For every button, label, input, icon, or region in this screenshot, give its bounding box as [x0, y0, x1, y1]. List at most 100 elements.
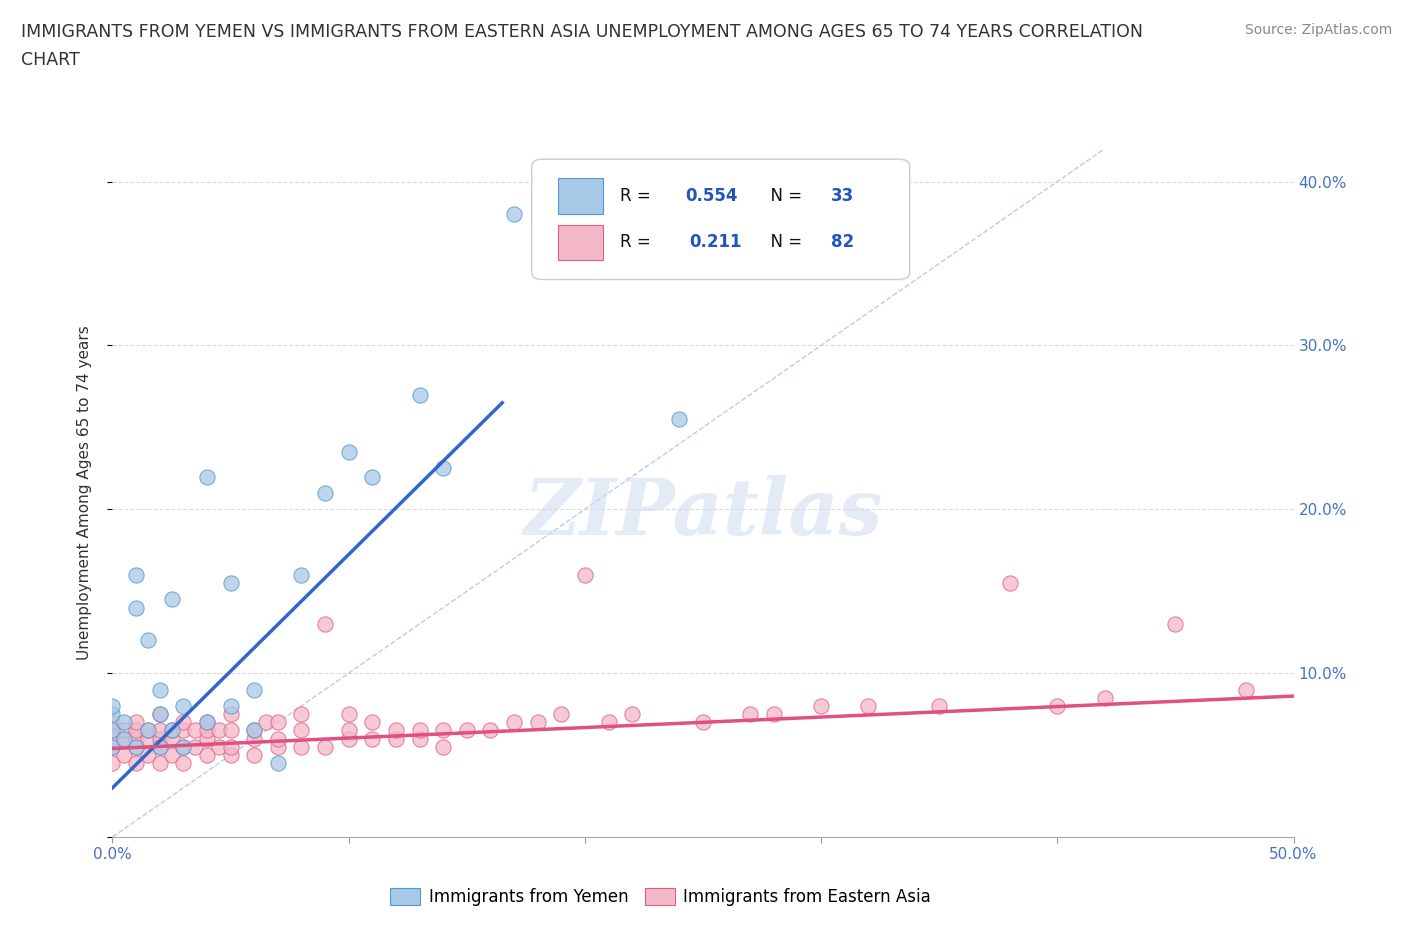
- Point: [149, 731, 172, 746]
- Point: [598, 715, 620, 730]
- Point: [184, 723, 207, 737]
- Point: [172, 756, 194, 771]
- Point: [432, 723, 454, 737]
- Point: [101, 731, 124, 746]
- Text: ZIPatlas: ZIPatlas: [523, 475, 883, 551]
- Point: [314, 485, 336, 500]
- Point: [101, 707, 124, 722]
- Point: [361, 715, 384, 730]
- Point: [149, 723, 172, 737]
- Point: [1234, 682, 1257, 697]
- Point: [172, 739, 194, 754]
- Point: [172, 723, 194, 737]
- Point: [243, 682, 266, 697]
- Point: [125, 739, 148, 754]
- Point: [254, 715, 277, 730]
- Point: [219, 748, 242, 763]
- Point: [550, 707, 572, 722]
- Point: [101, 739, 124, 754]
- Point: [125, 723, 148, 737]
- Point: [290, 567, 312, 582]
- Point: [101, 723, 124, 737]
- Text: N =: N =: [759, 187, 807, 206]
- Point: [219, 739, 242, 754]
- Point: [337, 723, 360, 737]
- Point: [101, 715, 124, 730]
- Point: [385, 723, 408, 737]
- Text: 0.211: 0.211: [689, 233, 741, 251]
- Point: [149, 707, 172, 722]
- Point: [172, 739, 194, 754]
- Point: [432, 739, 454, 754]
- Point: [195, 731, 218, 746]
- Point: [432, 461, 454, 476]
- Point: [408, 723, 430, 737]
- Point: [526, 715, 548, 730]
- Point: [172, 698, 194, 713]
- Text: IMMIGRANTS FROM YEMEN VS IMMIGRANTS FROM EASTERN ASIA UNEMPLOYMENT AMONG AGES 65: IMMIGRANTS FROM YEMEN VS IMMIGRANTS FROM…: [21, 23, 1143, 41]
- Point: [219, 723, 242, 737]
- FancyBboxPatch shape: [531, 159, 910, 280]
- Point: [740, 707, 762, 722]
- Point: [208, 739, 231, 754]
- Text: Source: ZipAtlas.com: Source: ZipAtlas.com: [1244, 23, 1392, 37]
- Text: R =: R =: [620, 233, 662, 251]
- Point: [1046, 698, 1069, 713]
- Point: [361, 469, 384, 484]
- Legend: Immigrants from Yemen, Immigrants from Eastern Asia: Immigrants from Yemen, Immigrants from E…: [384, 881, 938, 912]
- Point: [1164, 617, 1187, 631]
- Point: [408, 387, 430, 402]
- Point: [184, 739, 207, 754]
- Point: [125, 600, 148, 615]
- Point: [195, 715, 218, 730]
- Point: [136, 748, 159, 763]
- Point: [112, 748, 135, 763]
- Point: [219, 576, 242, 591]
- Point: [998, 576, 1021, 591]
- Point: [858, 698, 880, 713]
- Point: [621, 707, 644, 722]
- Point: [172, 715, 194, 730]
- Point: [361, 731, 384, 746]
- Point: [160, 723, 183, 737]
- Point: [101, 756, 124, 771]
- Point: [928, 698, 950, 713]
- Point: [219, 698, 242, 713]
- Point: [195, 469, 218, 484]
- Point: [112, 723, 135, 737]
- Point: [101, 723, 124, 737]
- Point: [243, 731, 266, 746]
- Point: [290, 739, 312, 754]
- Y-axis label: Unemployment Among Ages 65 to 74 years: Unemployment Among Ages 65 to 74 years: [77, 326, 91, 660]
- Point: [160, 748, 183, 763]
- Point: [136, 723, 159, 737]
- Point: [290, 723, 312, 737]
- FancyBboxPatch shape: [558, 224, 603, 260]
- Point: [160, 731, 183, 746]
- Text: R =: R =: [620, 187, 657, 206]
- Text: 33: 33: [831, 187, 853, 206]
- Point: [160, 592, 183, 607]
- Text: CHART: CHART: [21, 51, 80, 69]
- Point: [337, 445, 360, 459]
- Point: [219, 707, 242, 722]
- Point: [195, 723, 218, 737]
- Text: 0.554: 0.554: [685, 187, 738, 206]
- Point: [136, 731, 159, 746]
- Point: [112, 731, 135, 746]
- Point: [125, 731, 148, 746]
- Point: [195, 715, 218, 730]
- Point: [125, 715, 148, 730]
- Point: [692, 715, 714, 730]
- Point: [243, 723, 266, 737]
- Point: [337, 731, 360, 746]
- Point: [503, 715, 526, 730]
- Point: [267, 739, 290, 754]
- Point: [503, 206, 526, 221]
- Point: [762, 707, 785, 722]
- Point: [314, 739, 336, 754]
- Point: [112, 731, 135, 746]
- Point: [385, 731, 408, 746]
- Point: [267, 731, 290, 746]
- Point: [136, 723, 159, 737]
